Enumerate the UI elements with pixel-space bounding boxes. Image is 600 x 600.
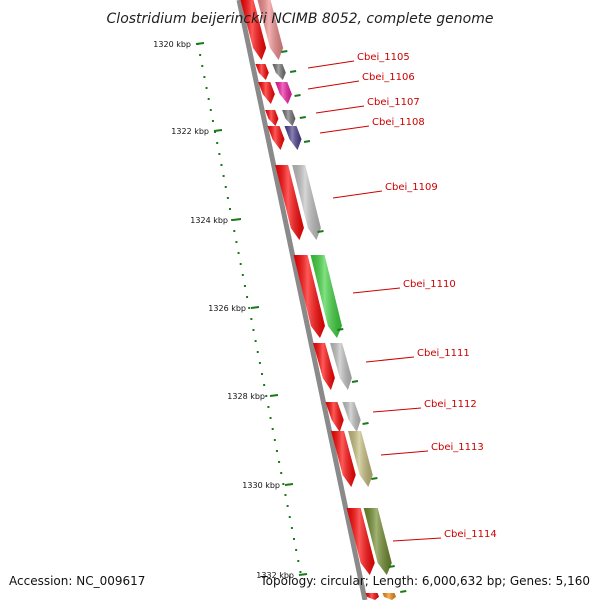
accession-text: Accession: NC_009617 bbox=[9, 574, 146, 588]
gene-label: Cbei_1114 bbox=[392, 529, 497, 542]
gene-track bbox=[240, 0, 407, 600]
gene-label-text: Cbei_1110 bbox=[403, 279, 456, 290]
gene-label: Cbei_1111 bbox=[365, 348, 470, 363]
cds-arrow-unnamed bbox=[284, 126, 302, 150]
cds-arrow-cbei_1109 bbox=[292, 165, 321, 240]
scale-major-tick bbox=[195, 42, 205, 45]
scale-label: 1332 kbp bbox=[256, 571, 294, 580]
forward-cds-arrow bbox=[258, 82, 275, 104]
gene-label-text: Cbei_1112 bbox=[424, 399, 477, 410]
map-title: Clostridium beijerinckii NCIMB 8052, com… bbox=[107, 11, 494, 27]
track-tick bbox=[362, 422, 369, 425]
track-tick bbox=[371, 477, 378, 480]
leader-line bbox=[315, 105, 365, 114]
leader-line bbox=[332, 190, 383, 199]
leader-line bbox=[365, 356, 415, 363]
leader-line bbox=[372, 407, 422, 413]
leader-line bbox=[352, 287, 401, 294]
cds-arrow-cbei_1110 bbox=[310, 255, 342, 338]
scale-label: 1322 kbp bbox=[171, 127, 209, 136]
gene-label-text: Cbei_1111 bbox=[417, 348, 470, 359]
gene-label: Cbei_1108 bbox=[319, 117, 425, 134]
forward-cds-arrow bbox=[365, 593, 379, 600]
track-tick bbox=[294, 94, 301, 97]
scale-label: 1320 kbp bbox=[153, 40, 191, 49]
kbp-scale: 1320 kbp 1322 kbp 1324 kbp 1326 kbp 1328 kbp… bbox=[153, 40, 308, 580]
gene-label-text: Cbei_1108 bbox=[372, 117, 425, 128]
track-tick bbox=[400, 590, 407, 593]
cds-arrow-cbei_1105 bbox=[257, 0, 284, 60]
scale-major-tick bbox=[232, 218, 242, 221]
gene-label: Cbei_1113 bbox=[380, 442, 484, 456]
scale-label: 1328 kbp bbox=[227, 392, 265, 401]
gene-label-text: Cbei_1113 bbox=[431, 442, 484, 453]
leader-line bbox=[319, 125, 370, 134]
cds-arrow-cbei_1111 bbox=[330, 343, 352, 390]
gene-label-text: Cbei_1107 bbox=[367, 97, 420, 108]
gene-label-text: Cbei_1114 bbox=[444, 529, 497, 540]
scale-major-tick bbox=[269, 394, 279, 397]
backbone bbox=[236, 0, 368, 600]
forward-cds-arrow bbox=[325, 402, 344, 432]
gene-label: Cbei_1109 bbox=[332, 182, 438, 199]
track-tick bbox=[337, 328, 344, 331]
track-tick bbox=[351, 380, 359, 383]
forward-cds-arrow bbox=[267, 126, 285, 150]
track-tick bbox=[388, 565, 395, 568]
scale-label: 1330 kbp bbox=[242, 481, 280, 490]
track-tick bbox=[317, 230, 324, 233]
forward-cds-arrow bbox=[255, 64, 269, 80]
leader-line bbox=[307, 80, 360, 90]
forward-cds-arrow bbox=[293, 255, 325, 338]
scale-major-tick bbox=[250, 306, 260, 309]
gene-label-text: Cbei_1106 bbox=[362, 72, 415, 83]
leader-line bbox=[307, 60, 355, 69]
scale-major-tick bbox=[213, 129, 223, 132]
scale-label: 1326 kbp bbox=[208, 304, 246, 313]
track-tick bbox=[281, 50, 288, 53]
gene-labels: Cbei_1105 Cbei_1106 Cbei_1107 Cbei_1108 Cbei… bbox=[307, 52, 497, 542]
forward-cds-arrow bbox=[240, 0, 267, 60]
scale-major-tick bbox=[284, 483, 294, 486]
cds-arrow-cbei_1108 bbox=[282, 110, 296, 126]
gene-label: Cbei_1106 bbox=[307, 72, 415, 90]
scale-label: 1324 kbp bbox=[190, 216, 228, 225]
cds-arrow-cbei_1106 bbox=[272, 64, 286, 80]
forward-cds-arrow bbox=[275, 165, 304, 240]
topology-text: Topology: circular; Length: 6,000,632 bp… bbox=[260, 574, 590, 588]
forward-cds-arrow bbox=[313, 343, 335, 390]
gene-label: Cbei_1107 bbox=[315, 97, 420, 114]
cds-arrow-cbei_1107 bbox=[275, 82, 292, 104]
track-tick bbox=[299, 116, 306, 119]
cds-arrow-unnamed bbox=[382, 593, 396, 600]
track-tick bbox=[303, 140, 311, 143]
scale-major-tick bbox=[298, 573, 308, 576]
leader-line bbox=[392, 537, 442, 542]
gene-label: Cbei_1110 bbox=[352, 279, 456, 294]
gene-label: Cbei_1105 bbox=[307, 52, 410, 69]
cds-arrow-cbei_1113 bbox=[348, 431, 373, 487]
gene-label: Cbei_1112 bbox=[372, 399, 477, 413]
leader-line bbox=[380, 450, 429, 456]
backbone-line bbox=[236, 0, 368, 600]
forward-cds-arrow bbox=[346, 508, 375, 575]
cds-arrow-cbei_1112 bbox=[342, 402, 361, 432]
gene-label-text: Cbei_1105 bbox=[357, 52, 410, 63]
track-tick bbox=[289, 70, 297, 73]
forward-cds-arrow bbox=[331, 431, 356, 487]
cds-arrow-cbei_1114 bbox=[363, 508, 392, 575]
gene-label-text: Cbei_1109 bbox=[385, 182, 438, 193]
forward-cds-arrow bbox=[265, 110, 279, 126]
